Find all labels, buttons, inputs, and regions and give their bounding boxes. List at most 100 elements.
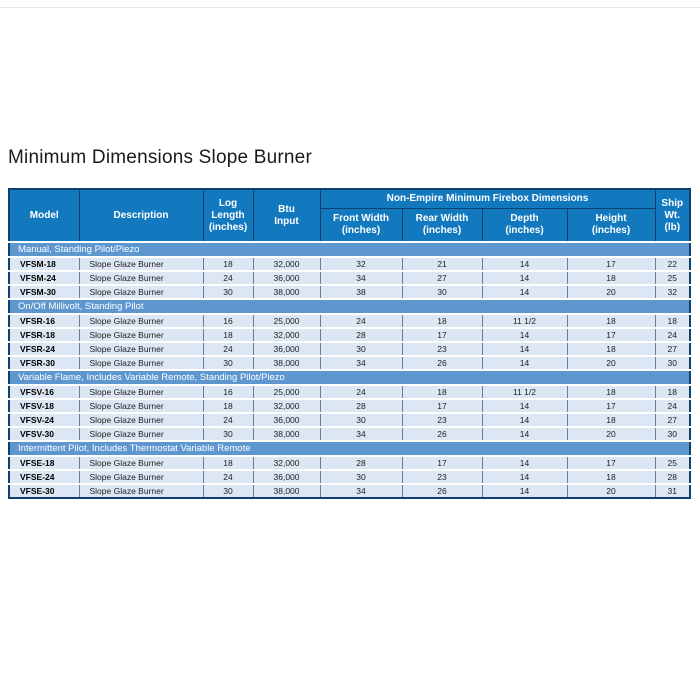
section-header-row: Manual, Standing Pilot/Piezo <box>8 241 691 258</box>
ship-wt-cell: 24 <box>654 398 691 413</box>
height-cell: 18 <box>566 341 656 356</box>
rear-width-cell: 26 <box>401 355 483 370</box>
rear-width-cell: 17 <box>401 398 483 413</box>
group-header-firebox-dimensions: Non-Empire Minimum Firebox Dimensions <box>319 188 656 209</box>
model-cell: VFSV-30 <box>8 426 80 441</box>
description-cell: Slope Glaze Burner <box>78 455 204 470</box>
model-cell: VFSV-16 <box>8 384 80 399</box>
depth-cell: 14 <box>481 284 568 299</box>
model-cell: VFSE-18 <box>8 455 80 470</box>
table-header: Model Description Log Length (inches) Bt… <box>8 188 691 243</box>
table-row: VFSE-24 Slope Glaze Burner 24 36,000 30 23 14 1… <box>8 469 691 484</box>
depth-cell: 14 <box>481 469 568 484</box>
ship-wt-cell: 30 <box>654 426 691 441</box>
rear-width-cell: 23 <box>401 469 483 484</box>
table-row: VFSR-30 Slope Glaze Burner 30 38,000 34 26 14 2… <box>8 355 691 370</box>
rear-width-cell: 17 <box>401 327 483 342</box>
model-cell: VFSE-30 <box>8 483 80 498</box>
header-row-top: Model Description Log Length (inches) Bt… <box>8 188 691 243</box>
ship-wt-cell: 28 <box>654 469 691 484</box>
section-header-label: Variable Flame, Includes Variable Remote… <box>8 369 691 386</box>
log-length-cell: 30 <box>202 355 254 370</box>
model-cell: VFSR-30 <box>8 355 80 370</box>
section-header-row: Variable Flame, Includes Variable Remote… <box>8 369 691 386</box>
ship-wt-cell: 31 <box>654 483 691 498</box>
log-length-cell: 16 <box>202 384 254 399</box>
btu-input-cell: 38,000 <box>252 426 321 441</box>
front-width-cell: 34 <box>319 270 403 285</box>
rear-width-cell: 17 <box>401 455 483 470</box>
table-row: VFSR-18 Slope Glaze Burner 18 32,000 28 17 14 1… <box>8 327 691 342</box>
depth-cell: 14 <box>481 398 568 413</box>
height-cell: 20 <box>566 355 656 370</box>
depth-cell: 14 <box>481 483 568 498</box>
btu-input-cell: 25,000 <box>252 384 321 399</box>
header-row-sub: Front Width (inches) Rear Width (inches)… <box>9 208 690 243</box>
ship-wt-cell: 32 <box>654 284 691 299</box>
ship-wt-cell: 22 <box>654 256 691 271</box>
log-length-cell: 24 <box>202 270 254 285</box>
front-width-cell: 30 <box>319 469 403 484</box>
description-cell: Slope Glaze Burner <box>78 384 204 399</box>
btu-input-cell: 25,000 <box>252 313 321 328</box>
table-row: VFSE-18 Slope Glaze Burner 18 32,000 28 17 14 1… <box>8 455 691 470</box>
depth-cell: 14 <box>481 355 568 370</box>
description-cell: Slope Glaze Burner <box>78 284 204 299</box>
front-width-cell: 34 <box>319 483 403 498</box>
rear-width-cell: 18 <box>401 313 483 328</box>
rear-width-cell: 30 <box>401 284 483 299</box>
rear-width-cell: 23 <box>401 341 483 356</box>
table-row: VFSM-24 Slope Glaze Burner 24 36,000 34 27 14 1… <box>8 270 691 285</box>
col-header-ship-wt: Ship Wt. (lb) <box>654 188 691 243</box>
model-cell: VFSV-18 <box>8 398 80 413</box>
log-length-cell: 16 <box>202 313 254 328</box>
description-cell: Slope Glaze Burner <box>78 469 204 484</box>
ship-wt-cell: 25 <box>654 455 691 470</box>
height-cell: 18 <box>566 270 656 285</box>
col-header-model: Model <box>8 188 80 243</box>
table-body: Manual, Standing Pilot/Piezo VFSM-18 Slope… <box>8 241 691 498</box>
section-header-row: Intermittent Pilot, Includes Thermostat … <box>8 440 691 457</box>
depth-cell: 11 1/2 <box>481 384 568 399</box>
front-width-cell: 24 <box>319 313 403 328</box>
height-cell: 20 <box>566 483 656 498</box>
ship-wt-cell: 30 <box>654 355 691 370</box>
log-length-cell: 18 <box>202 398 254 413</box>
description-cell: Slope Glaze Burner <box>78 313 204 328</box>
depth-cell: 14 <box>481 341 568 356</box>
page-title: Minimum Dimensions Slope Burner <box>8 147 312 168</box>
log-length-cell: 30 <box>202 284 254 299</box>
table-row: VFSM-18 Slope Glaze Burner 18 32,000 32 21 14 1… <box>8 256 691 271</box>
depth-cell: 14 <box>481 256 568 271</box>
ship-wt-cell: 27 <box>654 341 691 356</box>
rear-width-cell: 26 <box>401 426 483 441</box>
log-length-cell: 30 <box>202 483 254 498</box>
model-cell: VFSR-24 <box>8 341 80 356</box>
section-header-label: On/Off Millivolt, Standing Pilot <box>8 298 691 315</box>
height-cell: 17 <box>566 327 656 342</box>
description-cell: Slope Glaze Burner <box>78 398 204 413</box>
front-width-cell: 34 <box>319 426 403 441</box>
model-cell: VFSM-18 <box>8 256 80 271</box>
height-cell: 18 <box>566 313 656 328</box>
btu-input-cell: 38,000 <box>252 355 321 370</box>
ship-wt-cell: 27 <box>654 412 691 427</box>
log-length-cell: 18 <box>202 256 254 271</box>
depth-cell: 14 <box>481 426 568 441</box>
btu-input-cell: 36,000 <box>252 270 321 285</box>
btu-input-cell: 32,000 <box>252 327 321 342</box>
depth-cell: 11 1/2 <box>481 313 568 328</box>
depth-cell: 14 <box>481 455 568 470</box>
ship-wt-cell: 18 <box>654 313 691 328</box>
table-row: VFSV-24 Slope Glaze Burner 24 36,000 30 23 14 1… <box>8 412 691 427</box>
table-row: VFSV-16 Slope Glaze Burner 16 25,000 24 18 11 … <box>8 384 691 399</box>
col-header-depth: Depth (inches) <box>481 208 568 243</box>
table-row: VFSV-18 Slope Glaze Burner 18 32,000 28 17 14 1… <box>8 398 691 413</box>
depth-cell: 14 <box>481 412 568 427</box>
height-cell: 18 <box>566 412 656 427</box>
description-cell: Slope Glaze Burner <box>78 483 204 498</box>
ship-wt-cell: 24 <box>654 327 691 342</box>
section-header-label: Intermittent Pilot, Includes Thermostat … <box>8 440 691 457</box>
model-cell: VFSM-24 <box>8 270 80 285</box>
ship-wt-cell: 25 <box>654 270 691 285</box>
